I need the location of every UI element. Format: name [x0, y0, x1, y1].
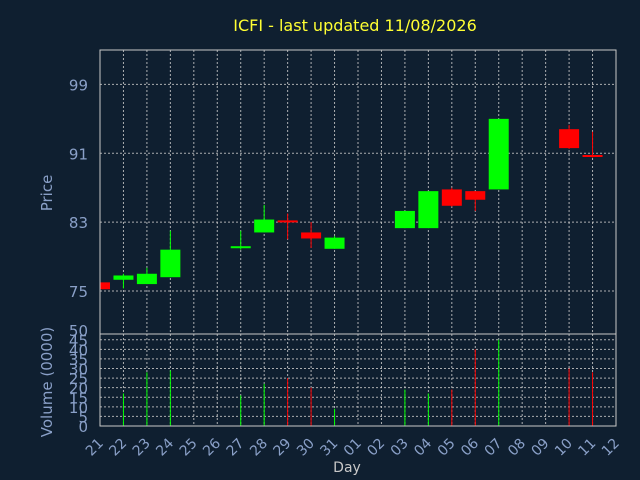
x-tick-label: 09	[529, 436, 553, 460]
candle-body	[441, 189, 462, 206]
x-tick-label: 25	[177, 436, 201, 460]
price-tick-label: 91	[69, 145, 88, 163]
volume-tick-label: 10	[69, 399, 88, 417]
candle-body	[277, 220, 298, 223]
candle-body	[394, 210, 415, 229]
candle-body	[136, 273, 157, 285]
volume-tick-label: 35	[69, 351, 88, 369]
plot-frames	[99, 49, 617, 427]
volume-axis-title: Volume (0000)	[38, 327, 56, 437]
volume-tick-label: 50	[69, 322, 88, 340]
chart-marks	[99, 118, 603, 426]
x-tick-label: 24	[153, 435, 177, 459]
x-tick-label: 27	[224, 436, 248, 460]
x-tick-label: 11	[575, 436, 599, 460]
x-tick-label: 21	[83, 436, 107, 460]
volume-tick-label: 5	[78, 408, 88, 426]
volume-tick-label: 25	[69, 370, 88, 388]
x-tick-label: 31	[317, 436, 341, 460]
x-tick-label: 07	[482, 436, 506, 460]
candle-body	[230, 246, 251, 249]
candle-body	[488, 118, 509, 190]
x-tick-label: 28	[247, 436, 271, 460]
x-tick-label: 02	[364, 436, 388, 460]
price-axis-title: Price	[38, 175, 56, 212]
x-tick-label: 10	[552, 436, 576, 460]
candle-body	[582, 154, 603, 157]
x-tick-label: 03	[388, 436, 412, 460]
candle-body	[160, 249, 181, 278]
x-tick-label: 05	[435, 436, 459, 460]
candle-body	[559, 129, 580, 149]
chart-title: ICFI - last updated 11/08/2026	[233, 16, 477, 35]
x-tick-label: 22	[106, 436, 130, 460]
price-tick-label: 83	[69, 214, 88, 232]
price-tick-label: 99	[69, 76, 88, 94]
candle-body	[254, 219, 275, 233]
x-tick-label: 06	[458, 435, 482, 459]
x-tick-label: 23	[130, 436, 154, 460]
price-tick-label: 75	[69, 283, 88, 301]
x-axis-title: Day	[333, 460, 361, 476]
grid-lines	[100, 50, 616, 426]
x-tick-label: 29	[271, 436, 295, 460]
candle-body	[418, 191, 439, 229]
volume-tick-label: 15	[69, 389, 88, 407]
candle-body	[113, 275, 134, 280]
candle-body	[100, 282, 110, 290]
x-tick-label: 12	[599, 436, 623, 460]
candle-body	[301, 232, 322, 239]
volume-tick-label: 30	[69, 361, 88, 379]
volume-plot-frame	[99, 333, 617, 427]
volume-tick-label: 40	[69, 341, 88, 359]
volume-tick-label: 20	[69, 380, 88, 398]
candle-body	[324, 237, 345, 249]
x-tick-label: 30	[294, 436, 318, 460]
candle-body	[465, 191, 486, 200]
volume-tick-label: 45	[69, 332, 88, 350]
x-tick-label: 08	[505, 436, 529, 460]
x-tick-label: 01	[341, 436, 365, 460]
volume-tick-label: 0	[78, 418, 88, 436]
x-tick-label: 04	[411, 435, 435, 459]
x-tick-label: 26	[200, 435, 224, 459]
